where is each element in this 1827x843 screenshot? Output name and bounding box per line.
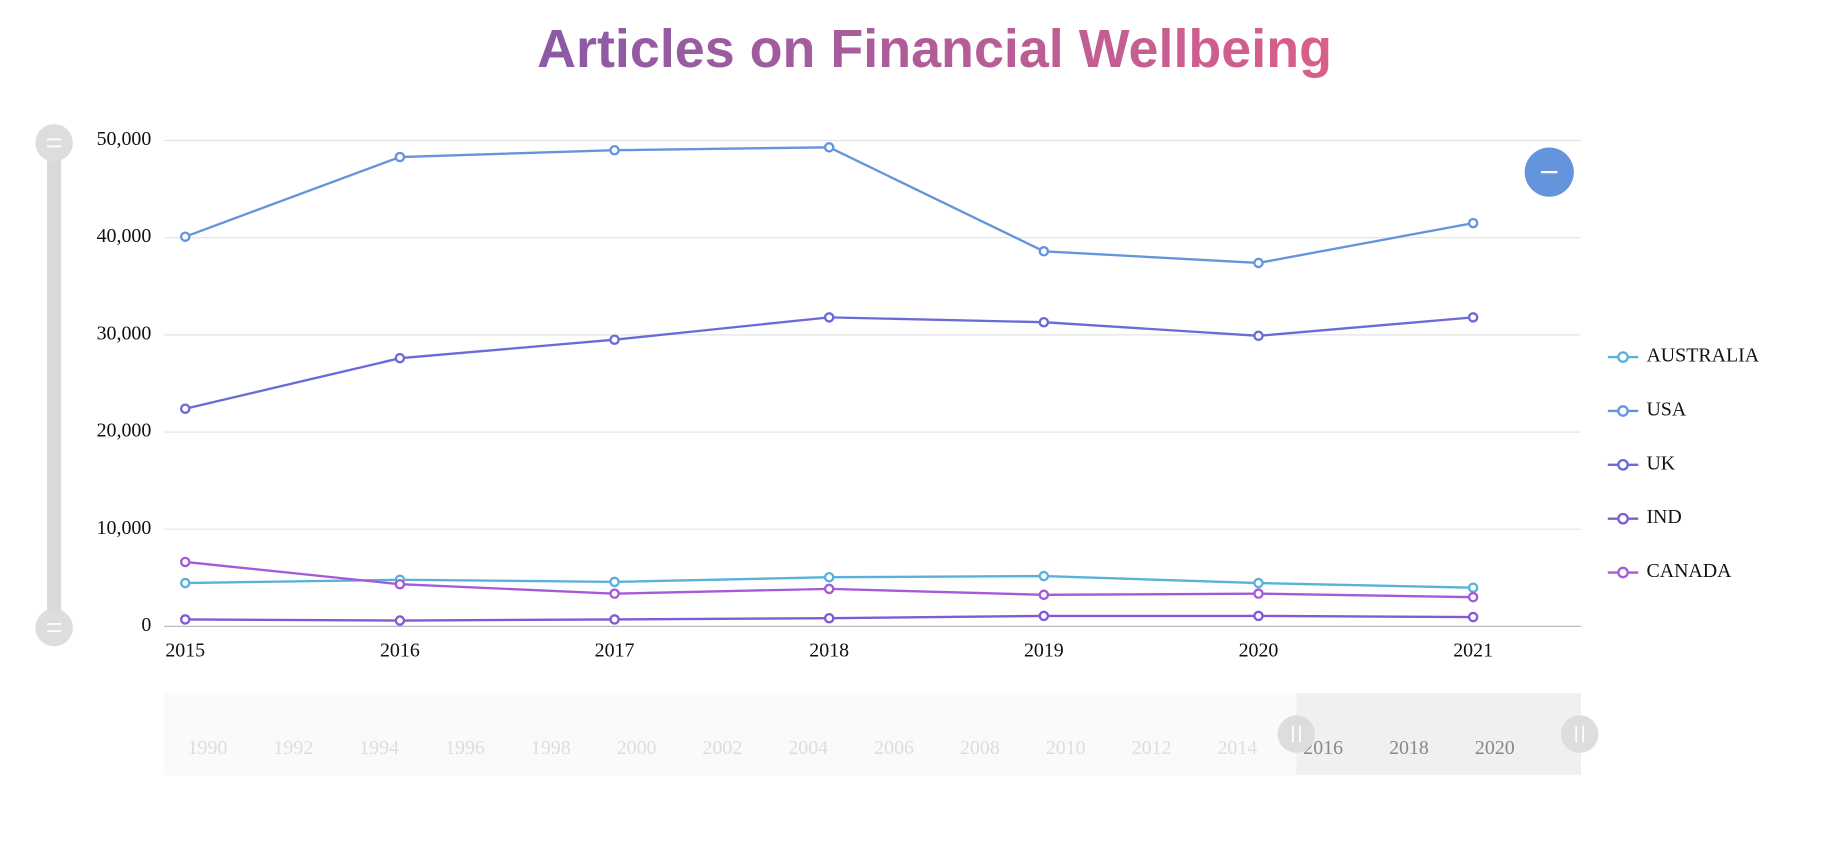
navigator-label: 1996 (445, 737, 485, 759)
navigator-label: 2010 (1046, 737, 1086, 759)
legend-marker (1617, 458, 1629, 471)
legend-label: USA (1646, 399, 1686, 421)
navigator-window[interactable] (1296, 693, 1581, 776)
x-tick-label: 2019 (1024, 640, 1064, 662)
x-tick-label: 2015 (165, 640, 205, 662)
x-tick-label: 2020 (1239, 640, 1279, 662)
navigator-label: 2014 (1217, 737, 1257, 759)
point (823, 583, 835, 595)
y-tick-label: 40,000 (97, 225, 152, 247)
point (609, 576, 620, 588)
point (1038, 246, 1050, 257)
navigator-handle[interactable] (1560, 715, 1599, 753)
point (179, 556, 191, 568)
legend-label: UK (1646, 452, 1675, 474)
point (1467, 611, 1479, 623)
point (394, 578, 406, 590)
point (394, 352, 406, 364)
navigator-label: 1990 (188, 737, 228, 759)
navigator-handle[interactable] (1277, 715, 1316, 753)
point (1253, 577, 1264, 589)
y-tick-label: 0 (141, 614, 151, 636)
point (1467, 582, 1479, 593)
point (1038, 570, 1050, 582)
legend-marker (1617, 512, 1629, 525)
point (823, 312, 835, 323)
point (1253, 588, 1264, 599)
point (179, 231, 191, 242)
point (1467, 591, 1479, 603)
point (1253, 610, 1264, 622)
line (184, 316, 1474, 410)
y-tick-label: 50,000 (97, 128, 152, 150)
point (1038, 610, 1050, 622)
point (394, 615, 406, 626)
navigator-label: 2002 (703, 737, 743, 759)
legend-label: CANADA (1646, 560, 1732, 582)
x-tick-label: 2018 (809, 640, 849, 662)
point (1038, 589, 1050, 601)
point (1038, 316, 1050, 328)
point (179, 614, 191, 625)
legend-marker (1617, 405, 1629, 417)
scroll-handle[interactable] (35, 608, 73, 647)
navigator-label: 2000 (617, 737, 657, 759)
navigator-label: 2016 (1303, 737, 1343, 759)
scroll-handle[interactable] (35, 124, 73, 162)
navigator-label: 1998 (531, 737, 571, 759)
point (1253, 330, 1264, 342)
legend-marker (1617, 566, 1629, 579)
x-tick-label: 2021 (1453, 640, 1493, 662)
navigator-label: 2018 (1389, 737, 1429, 759)
point (823, 142, 835, 153)
y-tick-label: 30,000 (97, 322, 152, 344)
legend-marker (1617, 351, 1629, 363)
navigator-label: 2008 (960, 737, 1000, 759)
navigator-label: 2004 (788, 737, 828, 759)
point (1467, 217, 1479, 229)
handle-grip (47, 138, 62, 632)
point (394, 151, 406, 163)
x-tick-label: 2017 (595, 640, 635, 662)
navigator-label: 2012 (1132, 737, 1172, 759)
point (609, 588, 620, 599)
point (1467, 312, 1479, 323)
point (179, 577, 191, 589)
navigator-label: 1992 (273, 737, 313, 759)
point (1253, 257, 1264, 269)
navigator-label: 2020 (1475, 737, 1515, 759)
point (823, 571, 835, 583)
line (184, 146, 1474, 265)
y-tick-label: 20,000 (97, 420, 152, 442)
point (609, 614, 620, 625)
legend-label: AUSTRALIA (1646, 345, 1759, 367)
y-scrollbar[interactable] (47, 142, 62, 628)
x-tick-label: 2016 (380, 640, 420, 662)
chart-title: Articles on Financial Wellbeing (537, 19, 1332, 79)
point (609, 144, 620, 156)
point (609, 334, 620, 345)
handle-grip (1291, 725, 1585, 743)
navigator-label: 1994 (359, 737, 399, 759)
point (179, 403, 191, 414)
point (823, 612, 835, 624)
y-tick-label: 10,000 (97, 517, 152, 539)
navigator-label: 2006 (874, 737, 914, 759)
legend-label: IND (1646, 506, 1681, 528)
